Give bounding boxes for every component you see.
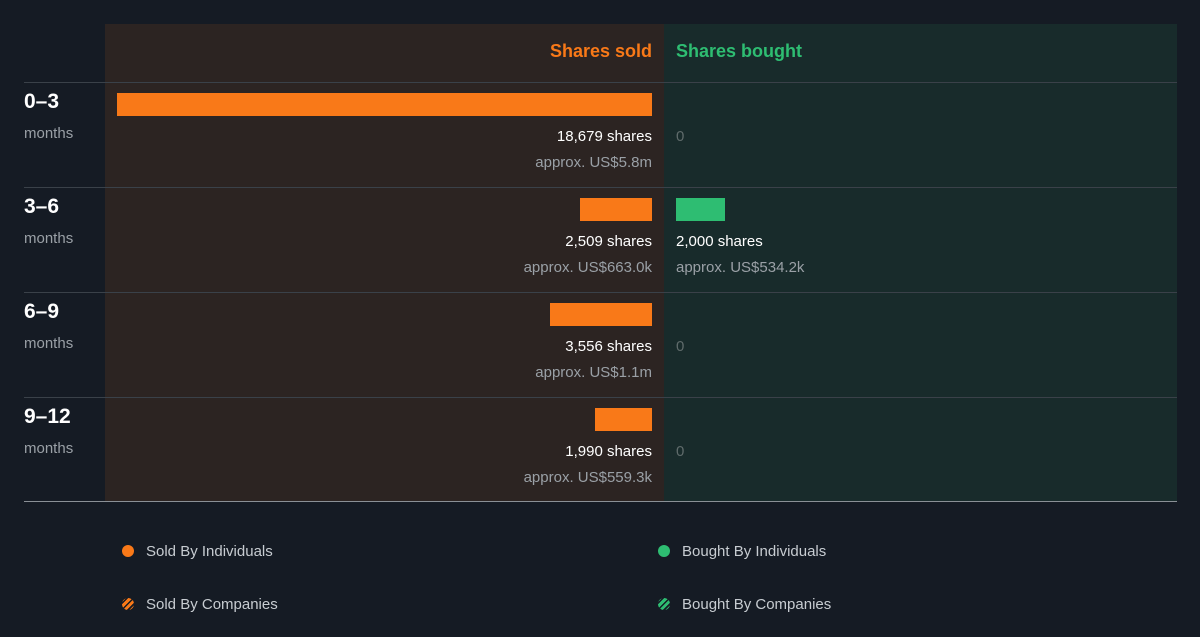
chart-row: 0–3 months 18,679 shares approx. US$5.8m 0	[0, 82, 1200, 187]
sold-value-label: approx. US$5.8m	[535, 154, 652, 171]
bought-shares-label: 0	[676, 338, 685, 355]
row-divider	[24, 82, 1177, 83]
sold-shares-label: 18,679 shares	[556, 128, 652, 145]
bought-shares-label: 0	[676, 443, 685, 460]
sold-bar	[550, 303, 652, 326]
legend-label: Bought By Individuals	[682, 543, 827, 560]
sold-value-label: approx. US$559.3k	[523, 469, 652, 486]
header-shares-bought: Shares bought	[676, 41, 803, 61]
bought-panel	[664, 24, 1177, 501]
sold-shares-label: 3,556 shares	[565, 338, 652, 355]
bought-shares-label: 0	[676, 128, 685, 145]
period-label: 6–9	[24, 300, 60, 323]
sold-bar	[595, 408, 652, 431]
bought-bar	[676, 198, 725, 221]
period-unit: months	[24, 125, 74, 142]
sold-shares-label: 1,990 shares	[565, 443, 652, 460]
period-label: 0–3	[24, 90, 60, 113]
row-divider	[24, 187, 1177, 188]
sold-shares-label: 2,509 shares	[565, 233, 652, 250]
striped-swatch-icon	[122, 598, 134, 610]
chart-row: 6–9 months 3,556 shares approx. US$1.1m 0	[0, 292, 1200, 397]
bought-shares-label: 2,000 shares	[676, 233, 763, 250]
chart-baseline	[24, 501, 1177, 502]
header-shares-sold: Shares sold	[549, 41, 652, 61]
legend-label: Sold By Individuals	[146, 543, 273, 560]
row-divider	[24, 292, 1177, 293]
chart-row: 9–12 months 1,990 shares approx. US$559.3k 0	[0, 397, 1200, 502]
chart-row: 3–6 months 2,509 shares approx. US$663.0k 2,…	[0, 187, 1200, 292]
period-label: 9–12	[24, 405, 71, 428]
period-label: 3–6	[24, 195, 60, 218]
legend-label: Bought By Companies	[682, 596, 832, 613]
row-divider	[24, 397, 1177, 398]
dot-swatch-icon	[122, 545, 134, 557]
sold-value-label: approx. US$663.0k	[523, 259, 652, 276]
striped-swatch-icon	[658, 598, 670, 610]
sold-bar	[580, 198, 652, 221]
period-unit: months	[24, 335, 74, 352]
legend-label: Sold By Companies	[146, 596, 278, 613]
bought-value-label: approx. US$534.2k	[676, 259, 805, 276]
period-unit: months	[24, 440, 74, 457]
period-unit: months	[24, 230, 74, 247]
sold-value-label: approx. US$1.1m	[535, 364, 652, 381]
dot-swatch-icon	[658, 545, 670, 557]
sold-bar	[117, 93, 652, 116]
